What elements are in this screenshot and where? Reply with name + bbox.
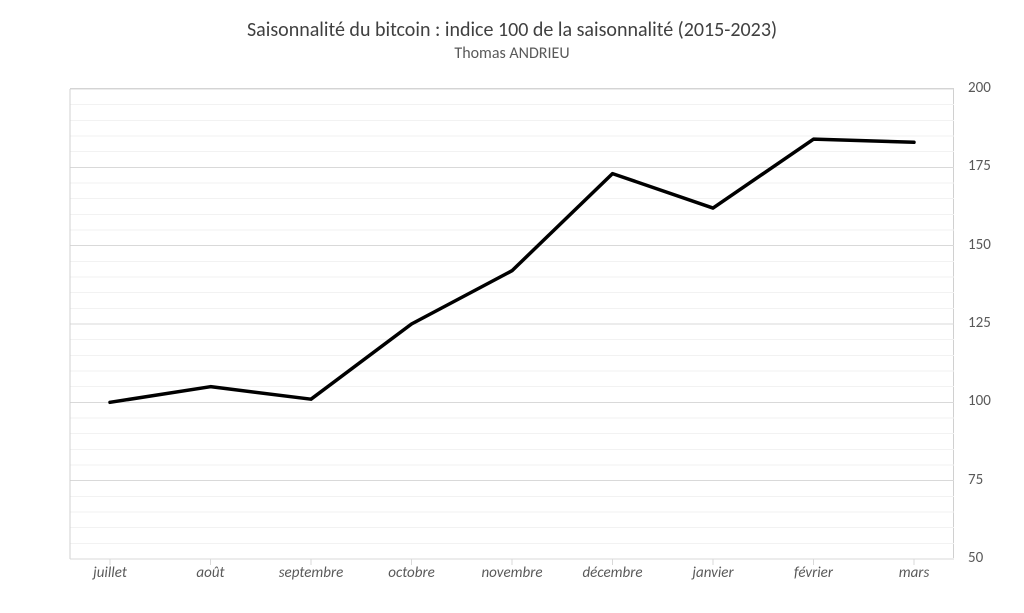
y-axis-tick-label: 75 [968, 471, 1018, 489]
plot-area [70, 88, 954, 558]
chart-titles: Saisonnalité du bitcoin : indice 100 de … [0, 0, 1024, 63]
x-axis-tick-label: juillet [93, 564, 127, 582]
y-axis-tick-label: 150 [968, 236, 1018, 254]
line-svg [70, 89, 954, 559]
chart-title: Saisonnalité du bitcoin : indice 100 de … [0, 18, 1024, 42]
x-axis-tick-label: décembre [582, 564, 642, 582]
y-axis-tick-label: 125 [968, 314, 1018, 332]
x-axis-tick-label: septembre [279, 564, 344, 582]
chart-subtitle: Thomas ANDRIEU [0, 44, 1024, 63]
x-axis-tick-label: août [196, 564, 224, 582]
y-axis-tick-label: 100 [968, 392, 1018, 410]
x-axis-tick-label: janvier [692, 564, 733, 582]
y-axis-tick-label: 50 [968, 549, 1018, 567]
x-axis-tick-label: mars [899, 564, 930, 582]
chart-container: Saisonnalité du bitcoin : indice 100 de … [0, 0, 1024, 613]
x-axis-tick-label: février [794, 564, 833, 582]
x-axis-tick-label: octobre [388, 564, 435, 582]
y-axis-tick-label: 200 [968, 79, 1018, 97]
x-axis-tick-label: novembre [481, 564, 542, 582]
y-axis-tick-label: 175 [968, 157, 1018, 175]
